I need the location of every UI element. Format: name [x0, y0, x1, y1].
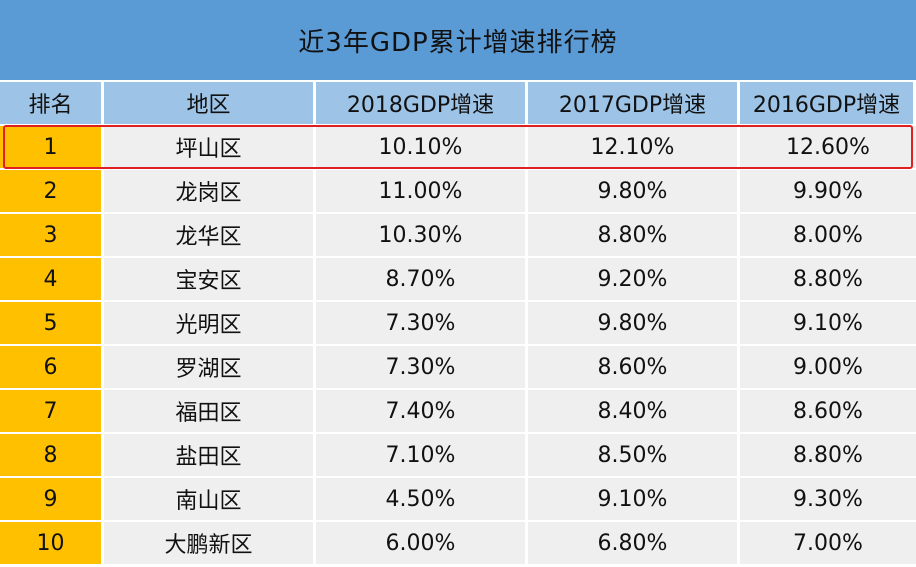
gdp-2017-cell: 9.80%: [528, 168, 740, 212]
gdp-2018-cell: 7.40%: [316, 388, 528, 432]
rank-cell: 3: [0, 212, 104, 256]
region-cell: 大鹏新区: [104, 520, 316, 564]
rank-cell: 8: [0, 432, 104, 476]
gdp-2016-cell: 7.00%: [740, 520, 916, 564]
rank-cell: 1: [0, 124, 104, 168]
gdp-2018-cell: 10.30%: [316, 212, 528, 256]
gdp-2017-cell: 9.80%: [528, 300, 740, 344]
region-cell: 宝安区: [104, 256, 316, 300]
gdp-2017-cell: 6.80%: [528, 520, 740, 564]
region-cell: 光明区: [104, 300, 316, 344]
region-cell: 坪山区: [104, 124, 316, 168]
gdp-2017-cell: 8.40%: [528, 388, 740, 432]
gdp-2018-cell: 7.10%: [316, 432, 528, 476]
gdp-2016-cell: 8.80%: [740, 432, 916, 476]
gdp-2018-cell: 6.00%: [316, 520, 528, 564]
gdp-2017-cell: 8.50%: [528, 432, 740, 476]
gdp-2017-cell: 8.80%: [528, 212, 740, 256]
rank-cell: 6: [0, 344, 104, 388]
rank-cell: 2: [0, 168, 104, 212]
table-title: 近3年GDP累计增速排行榜: [0, 0, 916, 80]
gdp-2018-cell: 7.30%: [316, 300, 528, 344]
gdp-2018-cell: 8.70%: [316, 256, 528, 300]
gdp-2017-cell: 8.60%: [528, 344, 740, 388]
gdp-2016-cell: 8.60%: [740, 388, 916, 432]
gdp-2016-cell: 9.10%: [740, 300, 916, 344]
region-cell: 龙华区: [104, 212, 316, 256]
gdp-2016-cell: 12.60%: [740, 124, 916, 168]
header-gdp-2016: 2016GDP增速: [740, 82, 916, 124]
gdp-2018-cell: 11.00%: [316, 168, 528, 212]
header-rank: 排名: [0, 82, 104, 124]
region-cell: 盐田区: [104, 432, 316, 476]
region-cell: 南山区: [104, 476, 316, 520]
header-region: 地区: [104, 82, 316, 124]
gdp-2018-cell: 7.30%: [316, 344, 528, 388]
gdp-2017-cell: 12.10%: [528, 124, 740, 168]
gdp-2018-cell: 10.10%: [316, 124, 528, 168]
gdp-2016-cell: 8.80%: [740, 256, 916, 300]
ranking-table: 排名 地区 2018GDP增速 2017GDP增速 2016GDP增速 1 坪山区…: [0, 82, 916, 564]
header-gdp-2018: 2018GDP增速: [316, 82, 528, 124]
rank-cell: 4: [0, 256, 104, 300]
gdp-2016-cell: 9.00%: [740, 344, 916, 388]
gdp-2016-cell: 9.30%: [740, 476, 916, 520]
gdp-2016-cell: 8.00%: [740, 212, 916, 256]
rank-cell: 5: [0, 300, 104, 344]
gdp-2018-cell: 4.50%: [316, 476, 528, 520]
gdp-2016-cell: 9.90%: [740, 168, 916, 212]
rank-cell: 7: [0, 388, 104, 432]
gdp-2017-cell: 9.10%: [528, 476, 740, 520]
rank-cell: 10: [0, 520, 104, 564]
region-cell: 福田区: [104, 388, 316, 432]
rank-cell: 9: [0, 476, 104, 520]
region-cell: 龙岗区: [104, 168, 316, 212]
region-cell: 罗湖区: [104, 344, 316, 388]
header-gdp-2017: 2017GDP增速: [528, 82, 740, 124]
gdp-2017-cell: 9.20%: [528, 256, 740, 300]
